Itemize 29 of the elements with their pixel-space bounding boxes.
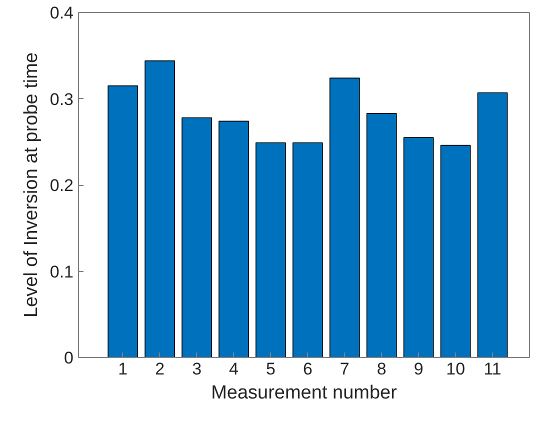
bar bbox=[218, 120, 249, 358]
y-tick-label: 0 bbox=[64, 348, 74, 368]
bar bbox=[403, 137, 434, 358]
y-tick-label: 0.3 bbox=[50, 90, 74, 109]
y-tick-label: 0.4 bbox=[50, 4, 74, 22]
bar bbox=[256, 142, 286, 358]
y-tick-label: 0.1 bbox=[50, 262, 74, 282]
y-axis-title: Level of Inversion at probe time bbox=[20, 52, 42, 318]
x-tick-label: 5 bbox=[266, 360, 276, 378]
bar bbox=[477, 92, 508, 358]
x-tick-label: 1 bbox=[118, 360, 128, 378]
bar bbox=[366, 113, 397, 358]
y-tick-label: 0.2 bbox=[50, 176, 74, 195]
x-tick-label: 6 bbox=[302, 360, 312, 378]
bar bbox=[108, 85, 138, 358]
x-tick-label: 9 bbox=[414, 360, 424, 378]
x-tick-label: 8 bbox=[376, 360, 386, 378]
bar bbox=[182, 117, 212, 358]
x-tick-label: 11 bbox=[484, 360, 502, 378]
x-tick-label: 3 bbox=[192, 360, 202, 378]
x-tick-label: 7 bbox=[340, 360, 350, 378]
bar bbox=[329, 78, 360, 358]
x-tick-label: 4 bbox=[229, 360, 239, 378]
bar bbox=[440, 144, 471, 358]
bar bbox=[144, 60, 176, 358]
x-tick-label: 10 bbox=[446, 360, 466, 378]
bar bbox=[292, 142, 323, 358]
x-tick-label: 2 bbox=[155, 360, 165, 378]
x-axis-title: Measurement number bbox=[211, 382, 398, 404]
